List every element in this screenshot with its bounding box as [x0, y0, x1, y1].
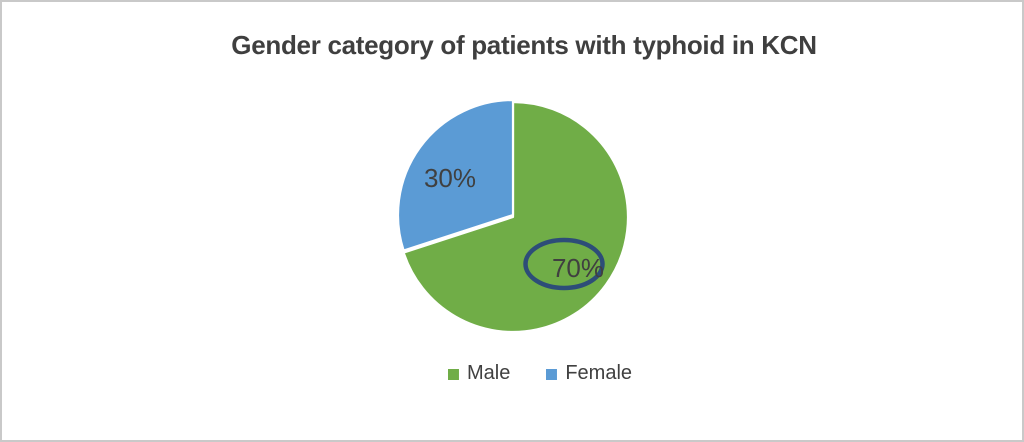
data-label-male: 70% — [552, 253, 604, 283]
data-label-female: 30% — [424, 163, 476, 193]
pie-slice-female — [396, 98, 515, 252]
legend-swatch-male — [447, 369, 459, 380]
pie-slice-female-group — [396, 98, 515, 252]
legend-swatch-female-icon — [546, 369, 558, 380]
legend-swatch-male-icon — [447, 369, 459, 380]
annotation-ellipse — [523, 237, 605, 291]
legend-label-male: Male — [466, 362, 511, 384]
legend-item-female: Female — [546, 362, 632, 385]
pie-chart: 30% 70% — [396, 98, 630, 334]
pie-slice-male — [402, 100, 630, 334]
legend-item-male: Male — [447, 362, 511, 385]
legend-label-female: Female — [565, 362, 633, 384]
legend-swatch-female — [546, 369, 558, 380]
chart-title: Gender category of patients with typhoid… — [231, 30, 817, 60]
legend: Male Female — [447, 362, 632, 385]
